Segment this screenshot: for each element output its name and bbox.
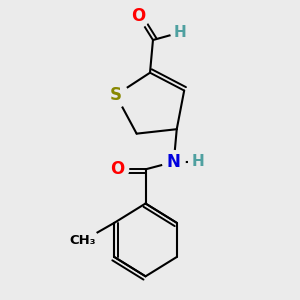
Circle shape [171,24,189,41]
Circle shape [127,5,149,28]
Text: O: O [110,160,124,178]
Circle shape [189,153,206,171]
Circle shape [68,226,98,256]
Text: H: H [173,25,186,40]
Text: H: H [191,154,204,169]
Text: N: N [167,153,181,171]
Circle shape [163,151,185,173]
Text: S: S [110,86,122,104]
Circle shape [106,158,129,181]
Circle shape [103,82,128,107]
Text: O: O [131,7,145,25]
Text: CH₃: CH₃ [70,234,96,247]
